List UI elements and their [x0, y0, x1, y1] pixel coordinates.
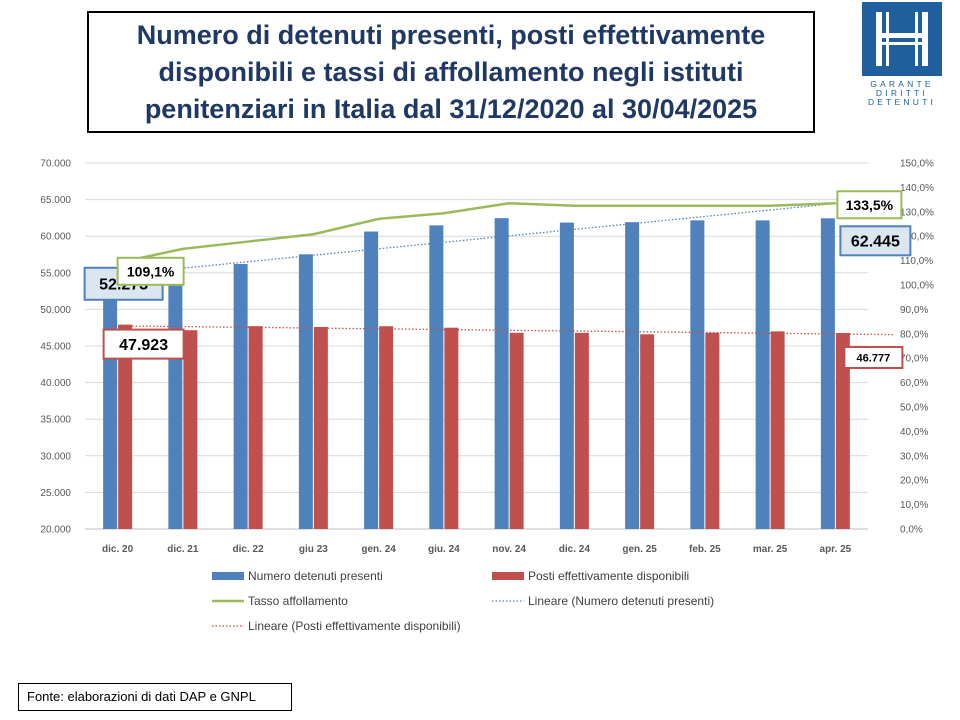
y-right-tick-label: 50,0%: [900, 403, 928, 414]
data-label-box: [836, 190, 903, 220]
bar-posti: [509, 332, 524, 529]
y-right-tick-label: 80,0%: [900, 329, 928, 340]
bar-detenuti: [103, 292, 118, 529]
y-right-tick-label: 120,0%: [900, 232, 934, 243]
bar-detenuti: [364, 231, 379, 529]
bar-posti: [379, 326, 394, 529]
bar-detenuti: [625, 222, 640, 530]
x-tick-label: apr. 25: [820, 544, 852, 555]
data-label-box: [116, 256, 185, 286]
bar-posti: [248, 326, 263, 529]
bar-detenuti: [429, 225, 444, 529]
x-tick-label: dic. 24: [559, 544, 591, 555]
bar-posti: [183, 330, 198, 529]
bar-detenuti: [559, 222, 574, 529]
y-right-tick-label: 150,0%: [900, 159, 934, 170]
y-right-tick-label: 100,0%: [900, 281, 934, 292]
y-left-tick-label: 55.000: [40, 268, 71, 279]
x-tick-label: dic. 22: [233, 544, 265, 555]
bar-posti: [118, 324, 133, 529]
y-left-tick-label: 20.000: [40, 525, 71, 536]
bar-detenuti: [233, 264, 248, 529]
legend-label: Lineare (Posti effettivamente disponibil…: [248, 619, 461, 633]
y-right-tick-label: 130,0%: [900, 207, 934, 218]
y-right-tick-label: 140,0%: [900, 183, 934, 194]
y-left-tick-label: 60.000: [40, 232, 71, 243]
bar-detenuti: [690, 220, 705, 529]
source-note: Fonte: elaborazioni di dati DAP e GNPL: [18, 683, 292, 711]
y-left-tick-label: 35.000: [40, 415, 71, 426]
line-tasso-affollamento: [117, 202, 836, 265]
y-right-tick-label: 90,0%: [900, 305, 928, 316]
y-left-tick-label: 50.000: [40, 305, 71, 316]
y-right-tick-label: 70,0%: [900, 354, 928, 365]
chart-title-box: Numero di detenuti presenti, posti effet…: [87, 11, 815, 133]
legend-label: Posti effettivamente disponibili: [528, 569, 689, 583]
trendline: [111, 197, 895, 276]
x-tick-label: giu 23: [299, 544, 328, 555]
y-right-tick-label: 10,0%: [900, 500, 928, 511]
bar-detenuti: [755, 220, 770, 529]
legend-swatch: [212, 572, 244, 580]
trendline: [111, 325, 895, 336]
y-left-tick-label: 45.000: [40, 342, 71, 353]
bar-posti: [640, 334, 655, 529]
chart-canvas: 20.000 25.000 30.000 35.000 40.000 45.000 50.0…: [40, 159, 934, 634]
data-label: 46.777: [857, 352, 891, 364]
data-label: 47.923: [119, 337, 168, 354]
y-left-tick-label: 30.000: [40, 451, 71, 462]
data-label: 62.445: [851, 234, 900, 251]
bar-posti: [705, 332, 720, 529]
data-label-box: [839, 225, 912, 257]
bar-detenuti: [298, 254, 313, 529]
garante-logo-icon: [862, 2, 942, 76]
chart-title: Numero di detenuti presenti, posti effet…: [136, 19, 766, 124]
data-label: 133,5%: [846, 197, 894, 213]
logo-line-2: DIRITTI: [875, 88, 929, 98]
data-label-box: [843, 345, 904, 369]
y-left-tick-label: 70.000: [40, 159, 71, 170]
legend-swatch: [492, 572, 524, 580]
x-tick-label: mar. 25: [753, 544, 788, 555]
x-tick-label: nov. 24: [492, 544, 526, 555]
y-right-tick-label: 0,0%: [900, 525, 923, 536]
legend-label: Tasso affollamento: [248, 594, 348, 608]
logo-line-3: DETENUTI: [867, 97, 937, 107]
bar-posti: [313, 326, 328, 529]
legend-label: Numero detenuti presenti: [248, 569, 383, 583]
data-label: 109,1%: [127, 263, 175, 279]
bar-detenuti: [820, 218, 835, 529]
x-tick-label: feb. 25: [689, 544, 721, 555]
data-label-box: [102, 328, 185, 360]
y-right-tick-label: 110,0%: [900, 256, 933, 267]
x-tick-label: giu. 24: [428, 544, 460, 555]
y-right-tick-label: 60,0%: [900, 378, 928, 389]
y-right-tick-label: 40,0%: [900, 427, 928, 438]
x-tick-label: dic. 21: [167, 544, 199, 555]
x-tick-label: gen. 24: [361, 544, 396, 555]
x-tick-label: gen. 25: [622, 544, 657, 555]
logo-line-1: GARANTE: [870, 79, 934, 89]
bar-detenuti: [168, 279, 183, 529]
y-left-tick-label: 25.000: [40, 488, 71, 499]
bar-posti: [444, 327, 459, 529]
bar-detenuti: [494, 218, 509, 529]
y-left-tick-label: 40.000: [40, 378, 71, 389]
y-right-tick-label: 20,0%: [900, 476, 928, 487]
y-left-tick-label: 65.000: [40, 195, 71, 206]
legend-label: Lineare (Numero detenuti presenti): [528, 594, 714, 608]
bar-posti: [835, 332, 850, 529]
bar-posti: [574, 332, 589, 529]
x-tick-label: dic. 20: [102, 544, 134, 555]
bar-posti: [770, 331, 785, 529]
y-right-tick-label: 30,0%: [900, 451, 928, 462]
